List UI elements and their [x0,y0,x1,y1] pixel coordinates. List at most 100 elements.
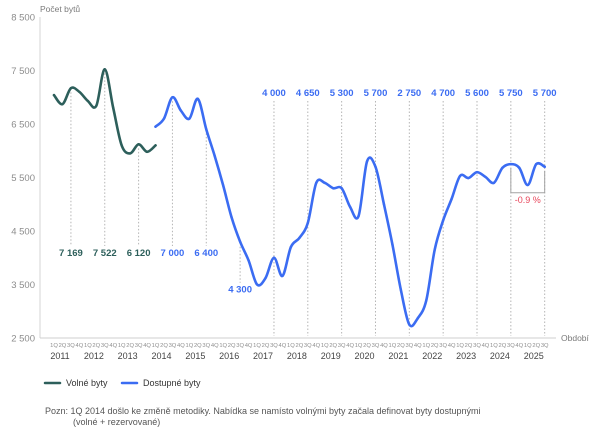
data-point-dostupne-byty [416,317,419,320]
x-year-label: 2011 [50,351,69,361]
x-quarter-label: 2Q [431,343,439,349]
data-point-dostupne-byty [289,245,293,249]
x-quarter-label: 3Q [439,343,447,349]
data-point-dostupne-byty [535,162,538,166]
x-year-label: 2024 [490,351,510,361]
x-quarter-label: 1Q [389,343,397,349]
x-quarter-label: 1Q [219,343,227,349]
x-year-label: 2012 [84,351,104,361]
x-year-label: 2025 [524,351,544,361]
data-point-volne-byty [120,144,123,147]
x-quarter-label: 4Q [76,343,84,349]
data-point-volne-byty [95,104,98,108]
x-quarter-label: 4Q [380,343,388,349]
x-quarter-label: 4Q [515,343,523,349]
x-year-label: 2013 [118,351,138,361]
data-point-volne-byty [128,152,132,155]
legend-item-volne-byty: Volné byty [43,378,108,388]
x-quarter-label: 4Q [177,343,185,349]
data-point-dostupne-byty [196,97,200,101]
data-point-dostupne-byty [475,170,479,174]
x-quarter-label: 4Q [245,343,253,349]
data-label-dostupne-byty: 4 700 [431,88,455,99]
data-point-dostupne-byty [264,276,267,280]
data-point-dostupne-byty [399,288,403,292]
data-point-volne-byty [137,143,140,146]
x-quarter-label: 3Q [473,343,481,349]
data-point-volne-byty [154,144,157,147]
x-quarter-label: 4Q [482,343,490,349]
y-tick-label: 5 500 [11,173,35,184]
x-year-label: 2023 [456,351,476,361]
data-point-volne-byty [78,90,81,94]
x-year-label: 2019 [321,351,341,361]
data-point-dostupne-byty [492,181,496,185]
data-label-volne-byty: 6 120 [127,248,151,259]
x-quarter-label: 3Q [101,343,109,349]
x-year-label: 2014 [152,351,172,361]
x-quarter-label: 1Q [287,343,295,349]
data-label-volne-byty: 7 169 [59,248,83,259]
x-quarter-label: 3Q [202,343,210,349]
note-line-2: (volné + rezervované) [73,417,160,427]
data-point-dostupne-byty [255,283,259,286]
data-label-leaders [70,73,546,336]
data-point-dostupne-byty [526,183,529,187]
x-quarter-label: 3Q [405,343,413,349]
x-year-label: 2018 [287,351,307,361]
y-axis-tick-labels: 8 500 7 500 6 500 5 500 4 500 3 500 2 500 [11,13,35,345]
x-quarter-label: 2Q [532,343,540,349]
x-quarter-label: 3Q [507,343,515,349]
x-quarter-label: 2Q [465,343,473,349]
data-point-dostupne-byty [247,259,250,262]
data-label-dostupne-byty: 5 750 [499,88,523,99]
x-quarter-label: 1Q [456,343,464,349]
data-point-dostupne-byty [374,165,377,168]
data-point-dostupne-byty [408,323,411,326]
x-year-label: 2021 [388,351,408,361]
x-quarter-label: 2Q [397,343,405,349]
y-axis-title: Počet bytů [40,4,80,14]
x-quarter-label: 2Q [329,343,337,349]
data-point-volne-byty [103,68,106,71]
data-point-dostupne-byty [315,181,318,185]
x-quarter-label: 3Q [135,343,143,349]
data-point-dostupne-byty [179,109,183,112]
data-point-volne-byty [112,106,115,110]
data-point-dostupne-byty [433,248,436,251]
data-point-dostupne-byty [425,299,428,302]
data-point-dostupne-byty [509,162,513,166]
change-bracket [510,168,546,194]
x-quarter-label: 2Q [228,343,236,349]
x-quarter-label: 1Q [253,343,261,349]
data-point-dostupne-byty [365,160,369,163]
data-point-volne-byty [86,99,90,103]
data-point-dostupne-byty [238,240,242,243]
x-quarter-label: 1Q [84,343,92,349]
x-quarter-label: 3Q [372,343,380,349]
data-label-dostupne-byty: 7 000 [161,248,185,259]
x-quarter-label: 4Q [211,343,219,349]
x-quarter-label: 3Q [236,343,244,349]
y-tick-label: 7 500 [11,66,35,77]
data-label-dostupne-byty: 5 700 [364,88,388,99]
data-point-dostupne-byty [484,175,487,179]
x-quarter-label: 4Q [143,343,151,349]
x-quarter-label: 1Q [321,343,329,349]
legend-label-dostupne-byty: Dostupné byty [143,378,201,388]
data-point-dostupne-byty [188,117,191,120]
y-tick-label: 8 500 [11,13,35,24]
data-label-dostupne-byty: 4 300 [228,285,252,296]
data-point-dostupne-byty [272,256,276,259]
x-year-label: 2016 [219,351,239,361]
data-point-volne-byty [69,87,73,90]
data-label-dostupne-byty: 5 600 [465,88,489,99]
x-quarter-label: 4Q [448,343,456,349]
x-quarter-label: 2Q [194,343,202,349]
x-quarter-label: 1Q [355,343,363,349]
data-label-volne-byty: 7 522 [93,248,117,259]
x-quarter-label: 1Q [524,343,532,349]
x-quarter-label: 4Q [414,343,422,349]
x-quarter-label: 1Q [50,343,58,349]
